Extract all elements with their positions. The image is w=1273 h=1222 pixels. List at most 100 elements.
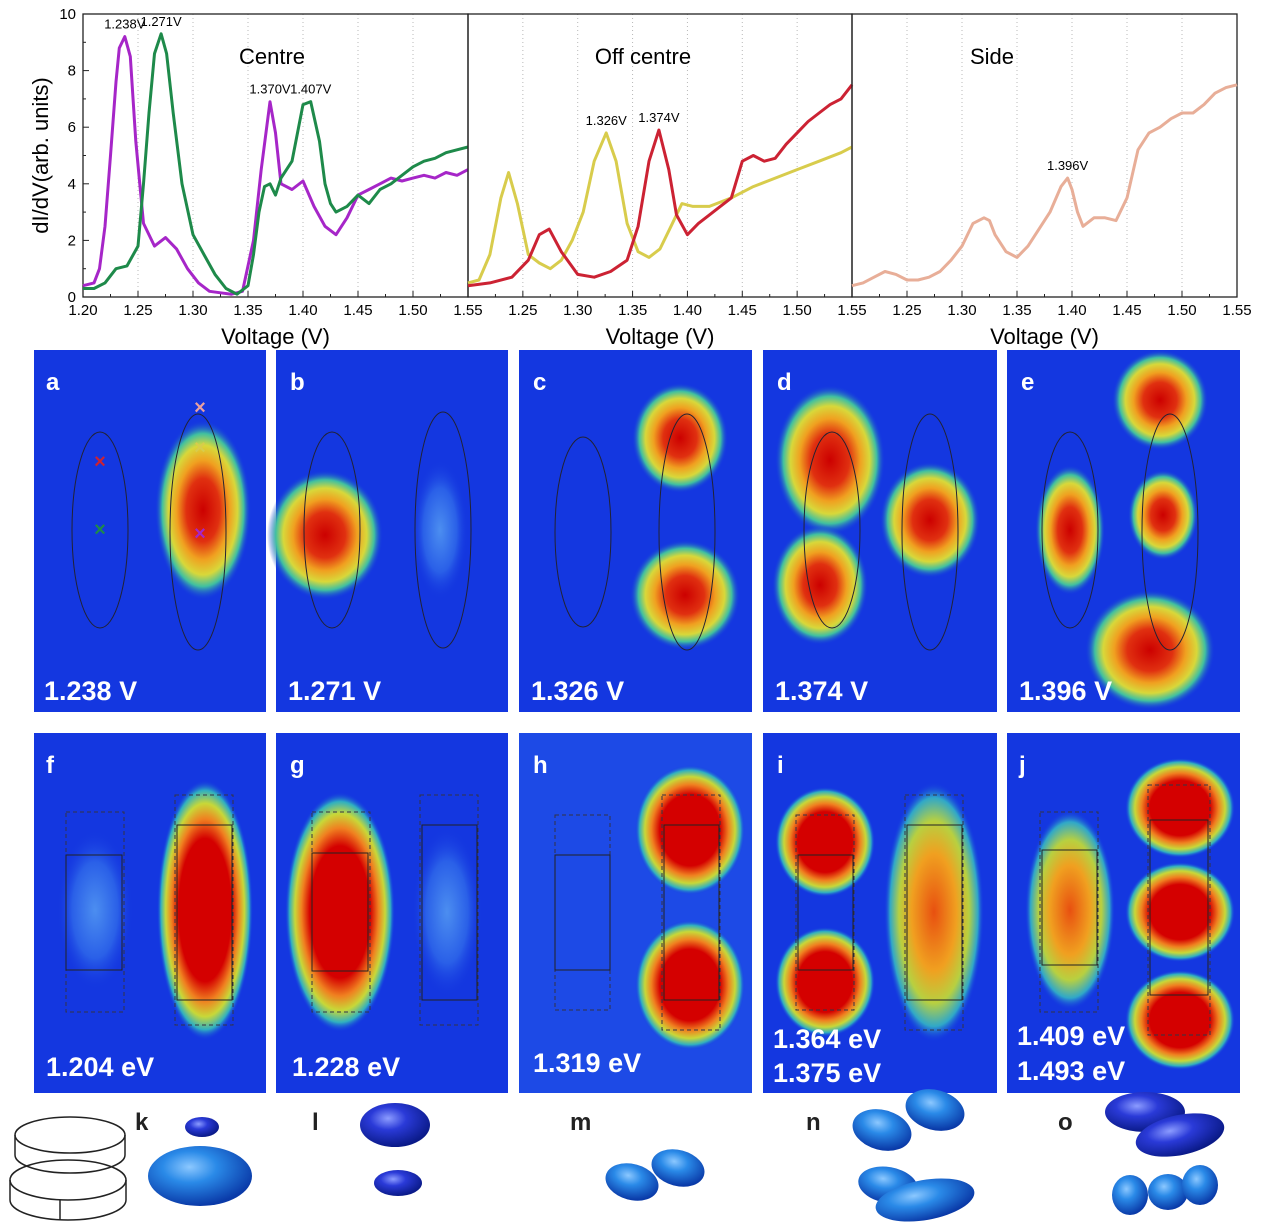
isosurface-blob (905, 1089, 965, 1131)
energy-label: 1.364 eV (773, 1024, 881, 1054)
voltage-label: 1.396 V (1019, 676, 1112, 706)
density-blob (635, 765, 745, 895)
x-tick-label: 1.50 (398, 302, 427, 319)
panel-letter: e (1021, 369, 1034, 396)
ellipse-outline (1041, 431, 1099, 629)
density-blob (884, 782, 984, 1042)
ellipse-outline (414, 411, 472, 649)
marker-cross: × (194, 397, 206, 419)
x-tick-label: 1.30 (947, 302, 976, 319)
isosurface-blob (374, 1170, 422, 1196)
panel-letter: c (533, 369, 546, 396)
panel-letter: m (570, 1109, 591, 1136)
region-title: Centre (239, 44, 305, 69)
density-blob (1112, 350, 1208, 450)
dashed-box (661, 794, 721, 1031)
x-axis-title: Voltage (V) (606, 324, 715, 349)
x-tick-label: 1.25 (892, 302, 921, 319)
energy-label: 1.375 eV (773, 1058, 881, 1088)
ellipse-outline (554, 436, 612, 628)
x-tick-label: 1.35 (1002, 302, 1031, 319)
energy-label: 1.319 eV (533, 1048, 641, 1078)
y-tick-label: 4 (68, 176, 76, 193)
energy-label: 1.228 eV (292, 1052, 400, 1082)
solid-box (311, 852, 369, 972)
x-tick-label: 1.45 (343, 302, 372, 319)
x-tick-label: 1.50 (1167, 302, 1196, 319)
solid-box (1149, 819, 1209, 996)
isosurface-blob (360, 1103, 430, 1147)
density-blob (1025, 810, 1115, 1010)
density-blob (880, 462, 980, 578)
x-tick-label: 1.25 (123, 302, 152, 319)
x-tick-label: 1.30 (563, 302, 592, 319)
peak-label: 1.326V (586, 113, 628, 128)
solid-box (65, 854, 123, 971)
density-blob (775, 787, 875, 897)
peak-label: 1.407V (290, 82, 332, 97)
sim-panel-j: j 1.409 eV 1.493 eV (1007, 733, 1240, 1093)
dashed-box (174, 794, 234, 1026)
energy-label: 1.493 eV (1017, 1056, 1125, 1086)
density-blob (267, 470, 383, 600)
isosurface-blob (875, 1178, 975, 1222)
marker-cross: × (94, 519, 106, 541)
x-tick-label: 1.25 (508, 302, 537, 319)
x-axis-title: Voltage (V) (221, 324, 330, 349)
series-line (467, 131, 853, 285)
line-charts: 1.20 1.25 1.30 1.35 1.40 1.45 1.50 0 2 4 6 8 10 dI/dV… (28, 6, 1252, 349)
density-blob (1128, 470, 1198, 560)
geometry-sketch (9, 1116, 127, 1221)
density-blob (157, 780, 253, 1040)
x-tick-label: 1.40 (288, 302, 317, 319)
density-blob (775, 927, 875, 1037)
sim-panel-f: f 1.204 eV (34, 733, 266, 1093)
density-blob (155, 420, 251, 600)
chart-panel-3: 1.55 1.25 1.30 1.35 1.40 1.45 1.50 1.55 Voltage … (837, 13, 1252, 349)
panel-letter: o (1058, 1109, 1073, 1136)
isosurface-blob (185, 1117, 219, 1137)
dashed-box (419, 794, 479, 1026)
solid-box (1041, 849, 1098, 966)
panel-letter: i (777, 752, 784, 779)
density-blob (1125, 758, 1235, 858)
x-tick-label: 1.40 (673, 302, 702, 319)
isosurface-blob (651, 1149, 705, 1187)
energy-label: 1.204 eV (46, 1052, 154, 1082)
isosurface-blob (852, 1109, 912, 1151)
density-blob (412, 827, 482, 997)
chart-panel-2: 1.55 1.25 1.30 1.35 1.40 1.45 1.50 Voltage (V) O… (453, 13, 854, 349)
density-blob (57, 830, 133, 990)
density-blob (285, 792, 395, 1032)
panel-letter: b (290, 369, 305, 396)
ellipse-outline (169, 413, 227, 651)
dashed-box (1147, 784, 1211, 1036)
x-tick-label: 1.45 (728, 302, 757, 319)
solid-box (906, 824, 963, 1001)
x-tick-label: 1.35 (233, 302, 262, 319)
y-tick-label: 2 (68, 232, 76, 249)
ellipse-outline (658, 413, 716, 651)
chart-panel-1: 1.20 1.25 1.30 1.35 1.40 1.45 1.50 0 2 4 6 8 10 dI/dV… (28, 6, 469, 349)
density-blob (632, 383, 728, 493)
experiment-maps: × × × × × a 1.238 V b 1.271 V c 1.326 V (34, 350, 1240, 712)
panel-letter: d (777, 369, 792, 396)
density-blob (1085, 590, 1215, 710)
solid-box (421, 824, 478, 1001)
density-blob (1035, 465, 1105, 595)
map-panel-c: c 1.326 V (519, 350, 752, 712)
x-tick-label: 1.20 (68, 302, 97, 319)
simulation-maps: f 1.204 eV g 1.228 eV h 1.319 eV (34, 733, 1240, 1093)
region-title: Side (970, 44, 1014, 69)
plot-frame (851, 13, 1238, 298)
panel-letter: k (135, 1109, 149, 1136)
map-panel-b: b 1.271 V (267, 350, 508, 712)
panel-letter: j (1018, 752, 1026, 779)
x-tick-label: 1.55 (1222, 302, 1251, 319)
isosurface-blob (1182, 1165, 1218, 1205)
x-tick-label: 1.30 (178, 302, 207, 319)
isosurface-blob (1148, 1174, 1188, 1210)
ellipse-outline (303, 431, 361, 629)
solid-box (176, 824, 233, 1001)
x-tick-label: 1.55 (453, 302, 482, 319)
